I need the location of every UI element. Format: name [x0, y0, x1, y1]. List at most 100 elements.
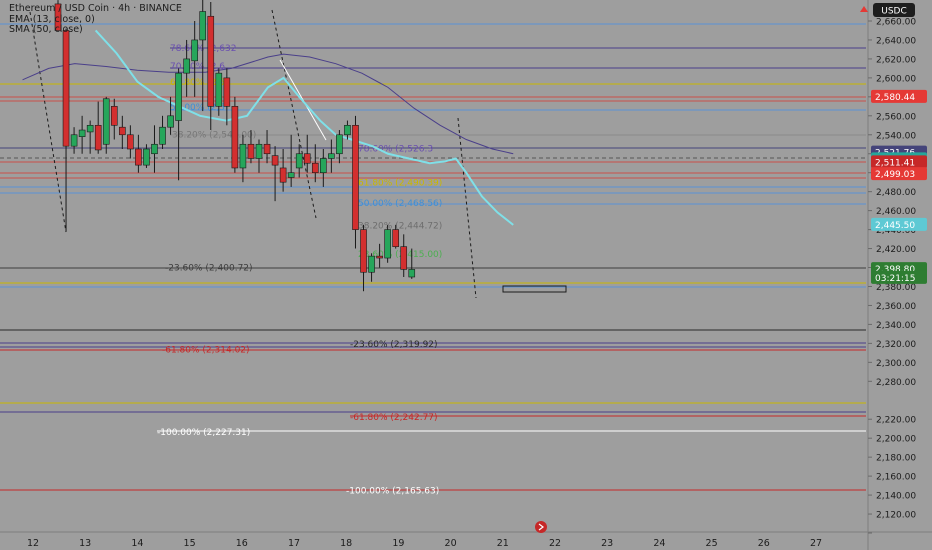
candle-body	[384, 229, 391, 259]
candle-body	[119, 126, 126, 136]
fib-label: 38.20% (2,444.72)	[358, 222, 442, 232]
x-tick-label: 20	[445, 538, 457, 549]
ema-legend[interactable]: EMA (13, close, 0)	[9, 13, 95, 25]
candle-body	[231, 106, 239, 169]
x-tick-label: 21	[497, 538, 509, 549]
chart-legend: Ethereum / USD Coin · 4h · BINANCE EMA (…	[9, 3, 182, 36]
candle-body	[392, 229, 399, 247]
candle-body	[127, 134, 134, 150]
y-tick-label: 2,220.00	[876, 416, 916, 426]
price-tag-box	[871, 167, 927, 181]
fib-label: 61.80% (2,5	[170, 78, 225, 88]
y-tick-label: 2,640.00	[876, 36, 916, 46]
candle-body	[368, 255, 375, 273]
candle-body	[223, 77, 231, 107]
candle-body	[110, 106, 118, 126]
x-tick-label: 14	[131, 538, 143, 549]
y-tick-label: 2,140.00	[876, 492, 916, 502]
event-marker-icon[interactable]	[535, 521, 547, 533]
fib-label: -61.80% (2,242.77)	[350, 413, 438, 423]
price-tag-label: 2,398.80	[875, 265, 915, 275]
y-tick-label: 2,120.00	[876, 511, 916, 521]
candle-body	[320, 158, 327, 174]
symbol-title[interactable]: Ethereum / USD Coin · 4h · BINANCE	[9, 3, 182, 14]
y-tick-label: 2,460.00	[876, 207, 916, 217]
candle-body	[303, 153, 311, 164]
fib-level-labels: 78.60% (2,632 70.00% (2,6 61.80% (2,5 50.00…	[157, 44, 442, 496]
candle-body	[328, 153, 335, 159]
y-tick-label: 2,180.00	[876, 454, 916, 464]
candle-body	[94, 124, 102, 151]
x-tick-label: 15	[184, 538, 196, 549]
candle-body	[408, 269, 416, 278]
candle-body	[287, 172, 295, 178]
x-tick-label: 26	[758, 538, 770, 549]
x-tick-label: 12	[27, 538, 39, 549]
x-tick-label: 19	[392, 538, 404, 549]
y-tick-label: 2,360.00	[876, 302, 916, 312]
fib-label: 50.00% (2,5	[170, 103, 225, 113]
candle-body	[62, 30, 70, 147]
candle-body	[295, 153, 303, 169]
y-tick-label: 2,420.00	[876, 245, 916, 255]
candle-body	[151, 143, 158, 155]
price-tag-label: 2,445.50	[875, 221, 915, 231]
price-tag-box	[871, 155, 927, 169]
candle-body	[336, 134, 343, 155]
candle-body	[255, 143, 263, 159]
candle-body	[215, 72, 223, 107]
candle-body	[352, 124, 359, 230]
candle-body	[247, 143, 255, 159]
fib-label: -23.60% (2,319.92)	[350, 340, 438, 350]
y-tick-label: 2,200.00	[876, 435, 916, 445]
y-tick-label: 2,480.00	[876, 188, 916, 198]
y-tick-label: 2,280.00	[876, 378, 916, 388]
price-tag-label: 03:21:15	[875, 274, 915, 284]
currency-label: USDC	[881, 7, 907, 17]
fib-label: 23.60% (2,415.00)	[358, 250, 442, 260]
event-marker-glyph-icon	[538, 523, 544, 531]
y-tick-label: 2,660.00	[876, 18, 916, 28]
candle-body	[400, 246, 408, 270]
y-tick-label: 2,320.00	[876, 340, 916, 350]
fib-label: 78.60% (2,526.3	[358, 144, 433, 154]
price-tag-label: 2,511.41	[875, 158, 915, 168]
y-tick-label: 2,620.00	[876, 55, 916, 65]
y-tick-label: 2,340.00	[876, 321, 916, 331]
y-tick-label: 2,540.00	[876, 131, 916, 141]
sma-legend[interactable]: SMA (50, close)	[9, 24, 83, 35]
x-tick-label: 22	[549, 538, 561, 549]
x-tick-label: 13	[79, 538, 91, 549]
candle-body	[344, 124, 351, 136]
x-tick-label: 18	[340, 538, 352, 549]
y-tick-label: 2,440.00	[876, 226, 916, 236]
fib-label: 38.20% (2,541.00)	[172, 130, 256, 140]
candle-body	[360, 229, 367, 273]
currency-badge[interactable]: USDC	[873, 3, 915, 17]
candlestick-series	[54, 0, 416, 292]
candle-body	[70, 134, 78, 147]
price-tag-box	[871, 89, 927, 103]
y-tick-label: 2,600.00	[876, 74, 916, 84]
fib-label: 50.00% (2,468.56)	[358, 199, 442, 209]
candle-body	[86, 124, 94, 133]
sma-50-line	[22, 53, 514, 155]
candle-body	[191, 39, 198, 62]
fib-label: 61.80% (2,490.39)	[358, 178, 442, 188]
fib-label: -100.00% (2,227.31)	[157, 428, 250, 438]
y-tick-label: 2,380.00	[876, 283, 916, 293]
x-tick-label: 23	[601, 538, 613, 549]
candle-body	[183, 58, 190, 74]
y-tick-label: 2,300.00	[876, 359, 916, 369]
candle-body	[239, 143, 247, 169]
y-tick-label: 2,560.00	[876, 112, 916, 122]
candle-body	[279, 167, 287, 183]
candle-body	[102, 98, 110, 145]
time-axis[interactable]: 12 13 14 15 16 17 18 19 20 21 22 23 24 25 26 27	[27, 538, 822, 549]
alert-triangle-icon	[860, 6, 868, 12]
candle-body	[263, 143, 271, 155]
candle-body	[207, 15, 215, 107]
price-tag-label: 2,580.44	[875, 93, 915, 103]
